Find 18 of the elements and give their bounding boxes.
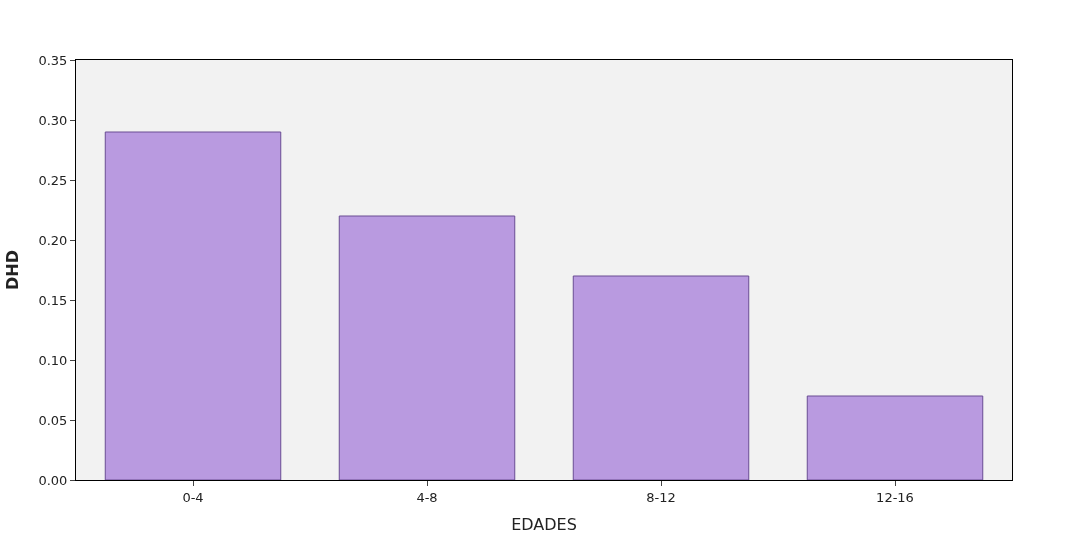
y-tick-label: 0.35 [38,52,68,68]
bar [338,215,516,480]
bar [104,131,282,480]
y-tick-label: 0.10 [38,352,68,368]
x-tick-label: 8-12 [646,489,676,505]
x-axis-title: EDADES [511,515,577,535]
x-tick-label: 0-4 [182,489,204,505]
bar [572,275,750,480]
x-tick-label: 12-16 [876,489,914,505]
x-tick-label: 4-8 [416,489,438,505]
y-tick-label: 0.05 [38,412,68,428]
bar [806,395,984,480]
y-tick-label: 0.30 [38,112,68,128]
y-tick-label: 0.20 [38,232,68,248]
y-tick-label: 0.25 [38,172,68,188]
y-axis-title: DHD [3,250,23,290]
y-tick-label: 0.15 [38,292,68,308]
y-tick-label: 0.00 [38,472,68,488]
